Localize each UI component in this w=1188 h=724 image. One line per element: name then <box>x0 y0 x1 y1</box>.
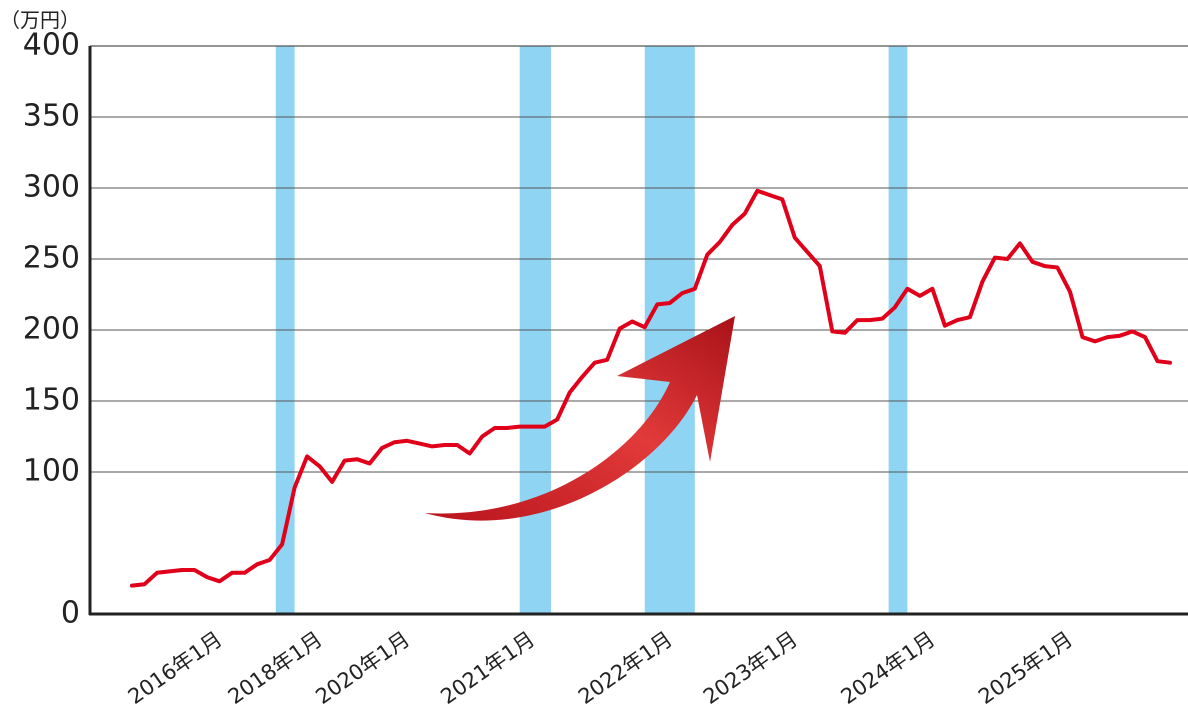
x-tick-label-1: 2016年1月 <box>124 627 227 709</box>
y-tick-label-400: 400 <box>23 28 80 63</box>
y-tick-label-0: 0 <box>61 596 80 631</box>
x-tick-label-3: 2020年1月 <box>311 627 414 709</box>
y-axis-unit-label: （万円） <box>0 8 80 32</box>
x-tick-label-2: 2018年1月 <box>224 627 327 709</box>
trend-arrow-icon <box>425 316 735 521</box>
x-tick-label-8: 2025年1月 <box>974 627 1077 709</box>
y-tick-label-350: 350 <box>23 99 80 134</box>
y-tick-label-100: 100 <box>23 454 80 489</box>
x-tick-label-5: 2022年1月 <box>574 627 677 709</box>
y-tick-label-200: 200 <box>23 312 80 347</box>
y-tick-label-250: 250 <box>23 241 80 276</box>
x-tick-label-6: 2023年1月 <box>699 627 802 709</box>
series-line <box>130 188 1172 588</box>
y-tick-label-300: 300 <box>23 170 80 205</box>
x-tick-label-7: 2024年1月 <box>837 627 940 709</box>
y-tick-label-150: 150 <box>23 383 80 418</box>
x-tick-label-4: 2021年1月 <box>436 627 539 709</box>
